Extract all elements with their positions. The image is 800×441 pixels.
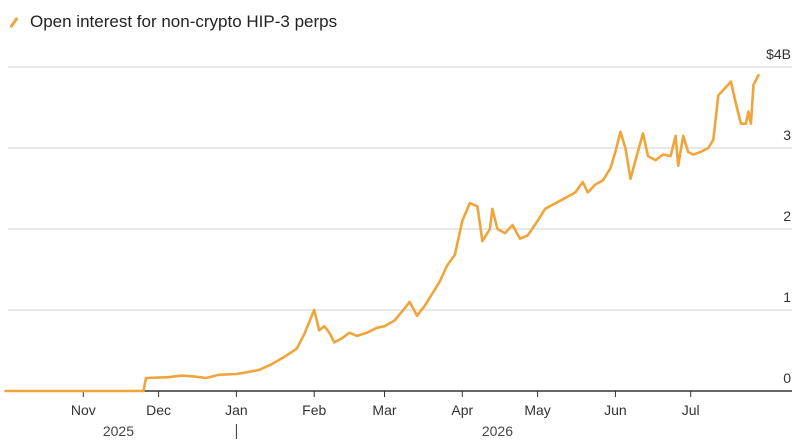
grid xyxy=(8,66,792,392)
y-tick-label: 3 xyxy=(783,127,791,143)
x-tick-label: Apr xyxy=(451,402,473,418)
legend-label: Open interest for non-crypto HIP-3 perps xyxy=(30,12,338,31)
x-tick-label: Dec xyxy=(146,402,171,418)
series-line xyxy=(4,73,760,393)
y-tick-label: 2 xyxy=(783,208,791,224)
x-axis: Nov Dec Jan Feb Mar Apr May Jun Jul 2025 2026 xyxy=(71,391,700,439)
year-label: 2025 xyxy=(103,423,134,439)
year-label: 2026 xyxy=(482,423,513,439)
x-tick-label: Nov xyxy=(71,402,96,418)
y-tick-label: $4B xyxy=(766,46,791,62)
x-tick-label: Jul xyxy=(682,402,700,418)
y-tick-label: 0 xyxy=(783,370,791,386)
series-group xyxy=(4,73,760,393)
x-tick-label: May xyxy=(524,402,550,418)
x-tick-label: Feb xyxy=(302,402,326,418)
y-axis: 0 1 2 3 $4B xyxy=(766,46,791,386)
legend: Open interest for non-crypto HIP-3 perps xyxy=(8,10,337,34)
x-tick-label: Jan xyxy=(225,402,248,418)
x-tick-label: Jun xyxy=(604,402,627,418)
y-tick-label: 1 xyxy=(783,289,791,305)
x-tick-label: Mar xyxy=(372,402,396,418)
